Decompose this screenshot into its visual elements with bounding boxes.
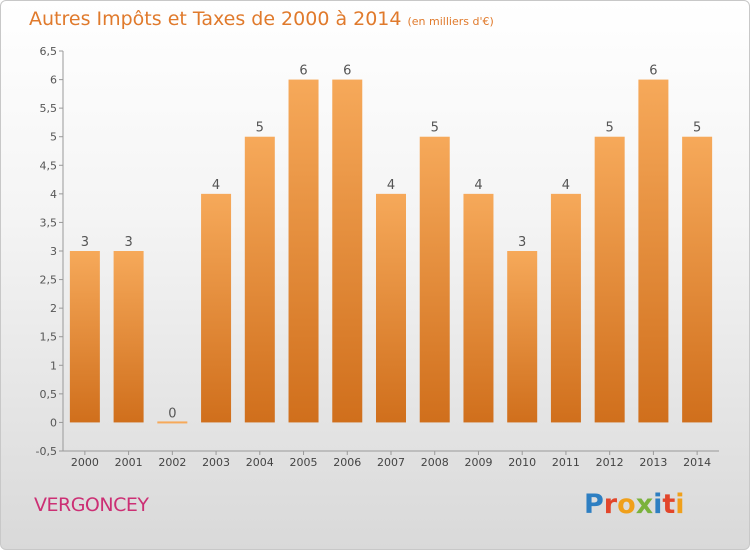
y-tick-label: 1,5 <box>40 331 58 344</box>
bar <box>594 136 625 423</box>
x-tick-label: 2004 <box>246 456 274 469</box>
bar <box>376 193 406 423</box>
bar <box>157 421 188 424</box>
bar <box>332 79 363 423</box>
y-tick-label: 2,5 <box>40 274 58 287</box>
logo-letter: o <box>617 489 636 520</box>
bar-value-label: 5 <box>256 121 264 136</box>
bar-value-label: 3 <box>124 235 132 250</box>
x-tick-label: 2002 <box>158 456 186 469</box>
bar-value-label: 5 <box>431 121 439 136</box>
bar-value-label: 4 <box>212 178 220 193</box>
y-tick-label: 6 <box>50 74 57 87</box>
bar <box>419 136 450 423</box>
bar <box>682 136 713 423</box>
logo-letter: t <box>662 489 676 520</box>
x-tick-label: 2006 <box>333 456 361 469</box>
x-tick-label: 2011 <box>552 456 580 469</box>
bar <box>550 193 581 423</box>
y-tick-label: 4 <box>50 188 57 201</box>
bar <box>244 136 275 423</box>
logo-letter: i <box>653 489 663 520</box>
x-tick-label: 2008 <box>421 456 449 469</box>
x-tick-label: 2010 <box>508 456 536 469</box>
bar-value-label: 4 <box>474 178 482 193</box>
bar <box>69 251 100 423</box>
bar-value-label: 3 <box>81 235 89 250</box>
bar <box>288 79 319 423</box>
bar-value-label: 6 <box>299 64 307 79</box>
x-tick-label: 2012 <box>596 456 624 469</box>
y-tick-label: 5 <box>50 131 57 144</box>
bar-value-label: 4 <box>562 178 570 193</box>
bar-value-label: 5 <box>606 121 614 136</box>
bar-value-label: 6 <box>343 64 351 79</box>
y-tick-label: 4,5 <box>40 159 58 172</box>
y-tick-label: 3 <box>50 245 57 258</box>
logo-letter: i <box>675 489 685 520</box>
logo-letter: r <box>603 489 618 520</box>
bar <box>201 193 232 423</box>
y-tick-label: 1 <box>50 359 57 372</box>
chart-title: Autres Impôts et Taxes de 2000 à 2014 (en… <box>29 8 494 30</box>
x-tick-label: 2014 <box>683 456 711 469</box>
bar-value-label: 6 <box>649 64 657 79</box>
y-tick-label: -0,5 <box>36 445 57 458</box>
bar-value-label: 0 <box>168 406 176 421</box>
proxiti-logo: Proxiti <box>584 489 685 520</box>
x-tick-label: 2007 <box>377 456 405 469</box>
x-tick-label: 2013 <box>639 456 667 469</box>
bar <box>638 79 669 423</box>
x-tick-label: 2001 <box>115 456 143 469</box>
y-tick-label: 0 <box>50 416 57 429</box>
x-tick-label: 2009 <box>464 456 492 469</box>
y-tick-label: 2 <box>50 302 57 315</box>
y-tick-label: 3,5 <box>40 216 58 229</box>
bar <box>507 251 538 423</box>
y-tick-label: 5,5 <box>40 102 58 115</box>
logo-letter: x <box>635 489 654 520</box>
x-tick-label: 2003 <box>202 456 230 469</box>
bar <box>113 251 144 423</box>
place-name: VERGONCEY <box>34 494 149 516</box>
logo-letter: P <box>584 489 604 520</box>
x-tick-label: 2005 <box>290 456 318 469</box>
chart-title-unit: (en milliers d'€) <box>407 15 494 28</box>
x-tick-label: 2000 <box>71 456 99 469</box>
y-tick-label: 0,5 <box>40 388 58 401</box>
bar-value-label: 5 <box>693 121 701 136</box>
bar-value-label: 4 <box>387 178 395 193</box>
chart-title-text: Autres Impôts et Taxes de 2000 à 2014 <box>29 8 402 30</box>
bar <box>463 193 494 423</box>
y-tick-label: 6,5 <box>40 45 58 58</box>
bar-value-label: 3 <box>518 235 526 250</box>
